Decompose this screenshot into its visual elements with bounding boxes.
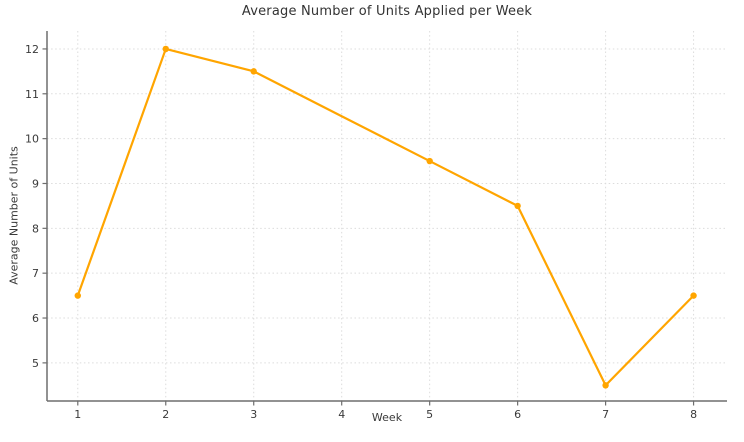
data-point	[250, 68, 257, 75]
x-tick-label: 4	[338, 408, 345, 421]
y-tick-label: 12	[25, 43, 39, 56]
x-tick-label: 3	[250, 408, 257, 421]
y-tick-label: 10	[25, 133, 39, 146]
y-tick-label: 11	[25, 88, 39, 101]
data-point	[514, 202, 521, 210]
x-tick-label: 5	[426, 408, 433, 421]
x-tick-label: 8	[690, 408, 697, 421]
data-point	[426, 157, 433, 165]
y-tick-label: 8	[32, 222, 39, 235]
x-tick-label: 6	[514, 408, 521, 421]
data-point	[74, 292, 81, 299]
data-line	[76, 47, 695, 387]
data-point	[602, 382, 609, 389]
x-axis-label: Week	[371, 411, 403, 424]
x-tick-label: 2	[162, 408, 169, 421]
y-tick-label: 5	[32, 357, 39, 370]
y-axis-label: Average Number of Units	[7, 146, 21, 285]
x-tick-label: 1	[74, 408, 81, 421]
data-point	[690, 292, 697, 299]
chart-title: Average Number of Units Applied per Week	[241, 4, 533, 19]
data-point	[162, 45, 169, 53]
y-tick-label: 7	[32, 267, 39, 280]
y-tick-label: 9	[32, 177, 39, 190]
x-tick-label: 7	[602, 408, 609, 421]
y-tick-label: 6	[32, 312, 39, 325]
